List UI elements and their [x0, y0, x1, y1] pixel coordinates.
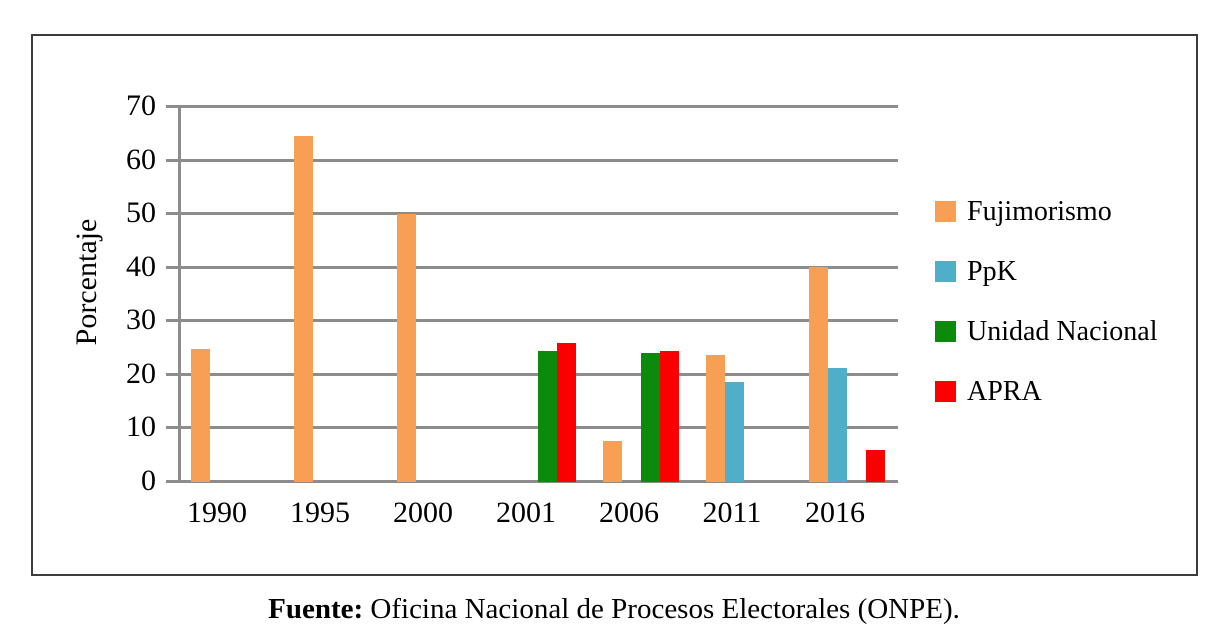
- y-axis-tick-label: 0: [141, 464, 156, 497]
- y-axis-tick-label: 40: [126, 249, 156, 283]
- bar-fujimorismo-2006: [603, 441, 622, 482]
- legend-label: PpK: [967, 256, 1017, 287]
- gridline-10: [166, 426, 898, 430]
- x-axis-label-2006: 2006: [599, 496, 659, 529]
- bar-fujimorismo-2016: [809, 267, 828, 482]
- legend-label: APRA: [967, 376, 1042, 407]
- legend-item-apra: APRA: [935, 378, 1185, 406]
- bar-fujimorismo-2011: [706, 355, 725, 482]
- x-axis-label-2016: 2016: [805, 496, 865, 529]
- y-axis-line: [178, 106, 181, 483]
- bar-ppk-2016: [828, 368, 847, 482]
- y-axis-tick-label: 20: [126, 356, 156, 390]
- bar-fujimorismo-1995: [294, 136, 313, 482]
- figure-border-box: [31, 34, 1198, 576]
- x-axis-label-1990: 1990: [187, 496, 247, 529]
- gridline-30: [166, 319, 898, 323]
- legend-label: Fujimorismo: [967, 196, 1112, 227]
- legend-item-ppk: PpK: [935, 258, 1185, 286]
- bar-unidad-nacional-2001: [538, 351, 557, 482]
- bar-fujimorismo-2000: [397, 214, 416, 482]
- bar-apra-2001: [557, 343, 576, 482]
- x-axis-label-2001: 2001: [496, 496, 556, 529]
- gridline-20: [166, 372, 898, 376]
- legend-swatch-icon: [935, 261, 956, 282]
- bar-unidad-nacional-2006: [641, 353, 660, 482]
- bar-fujimorismo-1990: [191, 349, 210, 482]
- bar-apra-2016: [866, 450, 885, 482]
- x-axis-label-2011: 2011: [702, 496, 762, 529]
- legend-swatch-icon: [935, 381, 956, 402]
- caption-text: Oficina Nacional de Procesos Electorales…: [363, 593, 960, 625]
- legend-swatch-icon: [935, 321, 956, 342]
- bar-apra-2006: [660, 351, 679, 482]
- y-axis-title: Porcentaje: [70, 218, 103, 346]
- x-axis-label-1995: 1995: [290, 496, 350, 529]
- gridline-0: [166, 480, 898, 483]
- legend-item-unidad-nacional: Unidad Nacional: [935, 318, 1185, 346]
- gridline-60: [166, 158, 898, 162]
- legend-label: Unidad Nacional: [967, 316, 1158, 347]
- y-axis-tick-label: 50: [126, 196, 156, 230]
- caption-label: Fuente:: [268, 593, 364, 625]
- y-axis-tick-label: 10: [126, 410, 156, 444]
- gridline-40: [166, 265, 898, 269]
- bar-ppk-2011: [725, 382, 744, 482]
- x-axis-label-2000: 2000: [393, 496, 453, 529]
- y-axis-tick-label: 70: [126, 89, 156, 122]
- y-axis-tick-label: 30: [126, 303, 156, 337]
- gridline-70: [166, 105, 898, 108]
- y-axis-tick-label: 60: [126, 142, 156, 176]
- legend-item-fujimorismo: Fujimorismo: [935, 198, 1185, 226]
- gridline-50: [166, 212, 898, 216]
- source-caption: Fuente: Oficina Nacional de Procesos Ele…: [0, 592, 1228, 626]
- legend-swatch-icon: [935, 201, 956, 222]
